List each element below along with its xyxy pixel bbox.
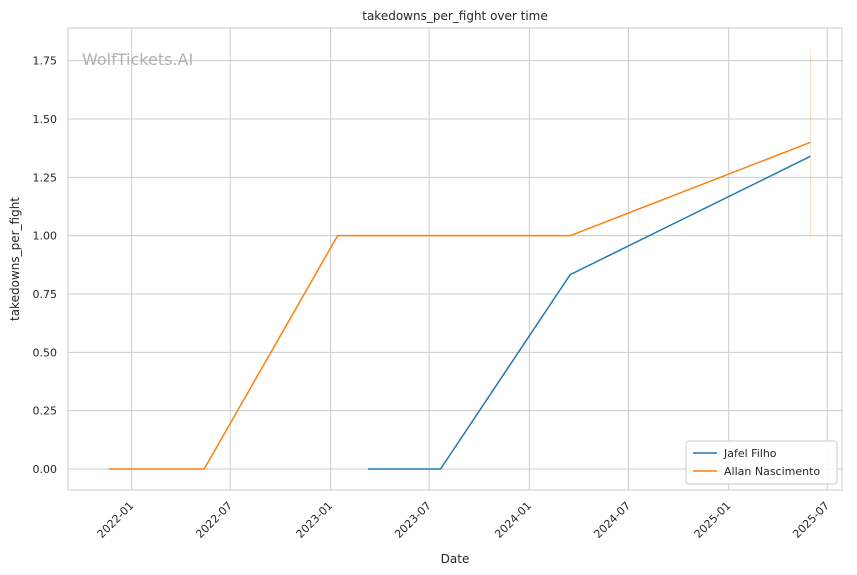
legend-label-allan-nascimento: Allan Nascimento	[724, 465, 820, 478]
chart-title: takedowns_per_fight over time	[362, 9, 548, 23]
y-tick-label: 0.50	[33, 346, 58, 359]
plot-area-frame	[67, 27, 843, 491]
legend: Jafel Filho Allan Nascimento	[685, 440, 838, 485]
y-tick-label: 0.25	[33, 405, 58, 418]
series-layer	[108, 141, 811, 470]
y-tick-label: 0.75	[33, 288, 58, 301]
watermark-text: WolfTickets.AI	[82, 50, 193, 69]
y-tick-label: 0.00	[33, 463, 58, 476]
y-tick-label: 1.25	[33, 171, 58, 184]
x-axis-label: Date	[441, 552, 470, 566]
legend-box	[685, 440, 838, 485]
y-axis-label: takedowns_per_fight	[8, 197, 22, 321]
legend-label-jafel-filho: Jafel Filho	[723, 447, 777, 460]
series-line-jafel-filho	[368, 155, 811, 470]
y-tick-label: 1.50	[33, 113, 58, 126]
y-tick-labels: 0.00 0.25 0.50 0.75 1.00 1.25 1.50 1.75	[33, 55, 58, 476]
y-tick-label: 1.75	[33, 55, 58, 68]
y-tick-label: 1.00	[33, 230, 58, 243]
